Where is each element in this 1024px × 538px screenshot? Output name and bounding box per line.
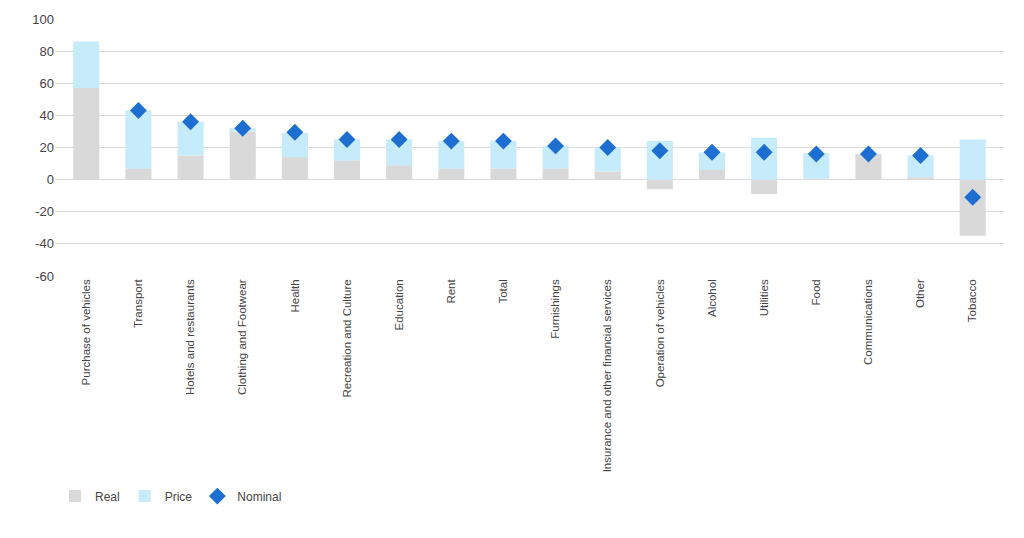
svg-text:Insurance and other financial: Insurance and other financial services (601, 279, 613, 472)
svg-text:Rent: Rent (445, 279, 457, 304)
svg-text:-60: -60 (35, 269, 54, 284)
svg-text:100: 100 (32, 12, 54, 27)
svg-text:0: 0 (47, 172, 54, 187)
svg-text:Price: Price (165, 490, 193, 504)
svg-text:Recreation and Culture: Recreation and Culture (341, 279, 353, 397)
svg-text:Hotels and restaurants: Hotels and restaurants (184, 279, 196, 395)
svg-text:Communications: Communications (862, 279, 874, 365)
svg-text:Furnishings: Furnishings (549, 279, 561, 339)
svg-text:-40: -40 (35, 236, 54, 251)
svg-text:-20: -20 (35, 204, 54, 219)
svg-text:Health: Health (289, 279, 301, 312)
svg-text:80: 80 (40, 44, 54, 59)
svg-text:Purchase of vehicles: Purchase of vehicles (80, 279, 92, 385)
svg-text:Food: Food (810, 279, 822, 305)
svg-text:Utilities: Utilities (758, 279, 770, 316)
svg-text:Transport: Transport (132, 279, 144, 329)
svg-text:Clothing and Footwear: Clothing and Footwear (236, 279, 248, 395)
svg-text:Nominal: Nominal (237, 490, 281, 504)
svg-text:Education: Education (393, 279, 405, 330)
svg-text:Operation of vehicles: Operation of vehicles (654, 279, 666, 387)
svg-text:60: 60 (40, 76, 54, 91)
svg-text:Total: Total (497, 279, 509, 303)
svg-text:40: 40 (40, 108, 54, 123)
svg-text:Other: Other (914, 279, 926, 308)
svg-text:Real: Real (95, 490, 120, 504)
svg-text:20: 20 (40, 140, 54, 155)
svg-text:Alcohol: Alcohol (706, 279, 718, 317)
svg-text:Tobacco: Tobacco (966, 279, 978, 322)
